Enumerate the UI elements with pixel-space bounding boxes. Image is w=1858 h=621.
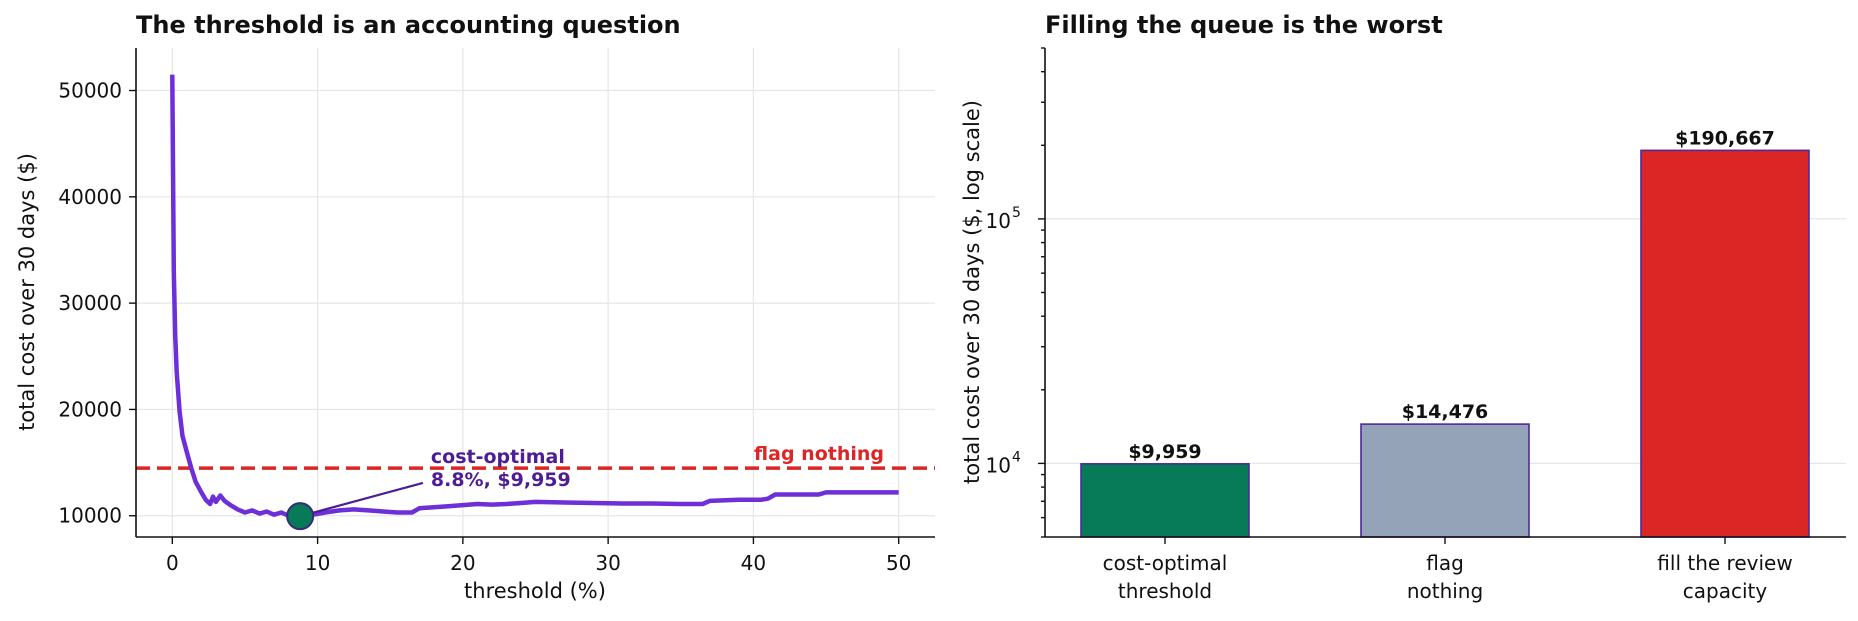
bar-value-label: $190,667 (1675, 127, 1775, 149)
optimum-marker (286, 502, 315, 531)
bar-value-label: $14,476 (1402, 401, 1489, 423)
x-tick-label: 20 (450, 551, 475, 575)
x-tick-label: 10 (305, 551, 330, 575)
y-tick-label: 10 (986, 209, 1011, 233)
y-tick-label: 40000 (58, 185, 122, 209)
bar (1640, 149, 1810, 538)
cost-bars: $9,959 $14,476 $190,667 (1080, 127, 1810, 538)
x-tick-label: 40 (741, 551, 766, 575)
left-chart-title: The threshold is an accounting question (136, 11, 681, 39)
x-tick-label: 30 (595, 551, 620, 575)
left-chart-panel: The threshold is an accounting question … (15, 11, 935, 603)
x-tick-label: threshold (1118, 579, 1212, 603)
bar (1080, 463, 1250, 538)
right-chart-panel: Filling the queue is the worst $9,959 $14… (960, 11, 1846, 603)
y-tick-exponent: 4 (1012, 449, 1021, 465)
x-tick-label: flag (1426, 551, 1464, 575)
y-tick-label: 30000 (58, 291, 122, 315)
x-tick-label: nothing (1407, 579, 1483, 603)
x-tick-label: 0 (166, 551, 179, 575)
y-tick-label: 20000 (58, 397, 122, 421)
left-x-axis-label: threshold (%) (464, 579, 606, 603)
left-tick-labels: 0 10 20 30 40 50 10000 20000 30000 40000 50000 (58, 79, 911, 575)
x-tick-label: fill the review (1657, 551, 1792, 575)
annotation-line1: cost-optimal (431, 446, 565, 468)
left-grid (136, 48, 935, 537)
flag-nothing-reference: flag nothing (136, 443, 935, 470)
y-tick-exponent: 5 (1012, 205, 1021, 221)
left-y-axis-label: total cost over 30 days ($) (15, 153, 39, 431)
right-chart-title: Filling the queue is the worst (1045, 11, 1443, 39)
annotation-arrow (299, 481, 424, 518)
y-tick-label: 10 (986, 453, 1011, 477)
right-tick-labels: 10 410 5cost-optimalthresholdflagnothingfi… (986, 47, 1793, 603)
x-tick-label: cost-optimal (1103, 551, 1228, 575)
annotation-line2: 8.8%, $9,959 (431, 469, 571, 491)
cost-line (170, 74, 899, 519)
x-tick-label: 50 (886, 551, 911, 575)
cost-line-series (170, 74, 899, 519)
right-y-axis-label: total cost over 30 days ($, log scale) (960, 100, 984, 484)
y-tick-label: 10000 (58, 504, 122, 528)
bar-value-label: $9,959 (1128, 441, 1201, 463)
flag-nothing-label: flag nothing (754, 443, 884, 465)
bar (1360, 423, 1530, 538)
x-tick-label: capacity (1683, 579, 1768, 603)
y-tick-label: 50000 (58, 79, 122, 103)
